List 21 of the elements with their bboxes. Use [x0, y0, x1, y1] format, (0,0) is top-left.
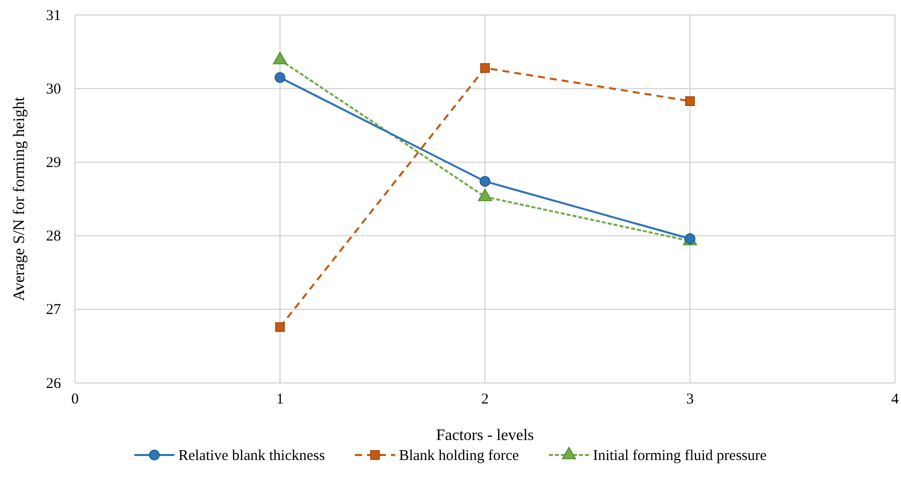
x-tick-label: 3	[686, 392, 694, 408]
y-tick-label: 28	[46, 228, 61, 245]
point	[480, 176, 490, 187]
y-tick-label: 26	[46, 376, 62, 392]
point	[275, 322, 285, 332]
y-tick-label: 27	[46, 302, 62, 318]
y-tick-label: 31	[46, 8, 61, 24]
x-axis-title: Factors - levels	[436, 427, 534, 444]
legend-label: Relative blank thickness	[178, 448, 326, 464]
y-axis-title: Average S/N for forming height	[11, 96, 28, 302]
x-tick-label: 1	[276, 392, 284, 408]
point	[480, 63, 490, 73]
point	[274, 72, 286, 83]
legend-label: Blank holding force	[398, 448, 520, 464]
x-tick-label: 4	[891, 392, 900, 408]
legend-label: Initial forming fluid pressure	[592, 448, 768, 464]
y-tick-label: 30	[46, 81, 61, 98]
x-tick-label: 2	[481, 392, 489, 408]
x-tick-label: 0	[71, 392, 79, 408]
point	[685, 96, 695, 106]
y-tick-label: 29	[46, 155, 61, 171]
